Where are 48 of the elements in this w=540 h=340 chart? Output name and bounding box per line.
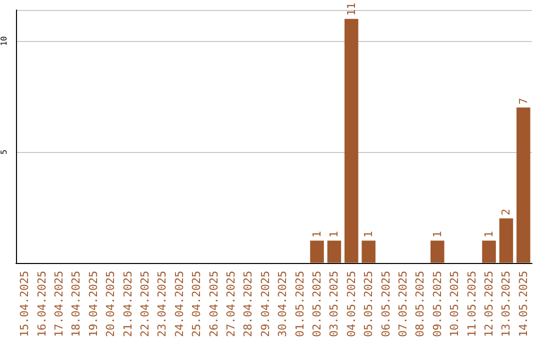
x-tick-label: 02.05.2025 [310,270,324,338]
x-tick-label: 13.05.2025 [500,270,513,338]
data-label: 7 [516,98,530,105]
x-tick-label: 29.04.2025 [258,270,272,338]
x-tick-label: 05.05.2025 [362,270,376,338]
x-tick-label: 11.05.2025 [465,270,478,338]
x-tick-label: 21.04.2025 [121,270,134,338]
data-label: 2 [500,208,513,216]
x-tick-label: 09.05.2025 [430,270,444,338]
x-tick-label: 26.04.2025 [207,270,220,338]
x-tick-label: 22.04.2025 [138,270,152,338]
x-tick-label: 10.05.2025 [448,270,462,338]
data-label: 1 [362,230,376,238]
x-tick-label: 24.04.2025 [172,270,186,338]
x-tick-label: 17.04.2025 [52,270,66,338]
y-tick-label: 5 [0,149,8,154]
x-tick-label: 06.05.2025 [379,270,392,338]
x-tick-label: 30.04.2025 [276,270,290,338]
x-tick-label: 23.04.2025 [156,270,169,338]
x-tick-label: 03.05.2025 [328,270,341,338]
x-tick-label: 20.04.2025 [104,270,118,338]
x-tick-label: 12.05.2025 [482,270,496,338]
x-tick-label: 04.05.2025 [344,270,358,338]
bar [516,108,530,263]
x-tick-label: 25.04.2025 [190,270,204,338]
bar [430,240,444,263]
x-tick-label: 01.05.2025 [293,270,306,338]
x-tick-label: 08.05.2025 [414,270,427,338]
data-label: 1 [430,230,444,238]
bar [344,18,358,263]
data-label: 1 [482,230,496,238]
x-tick-label: 18.04.2025 [70,270,83,338]
data-label: 11 [344,2,358,16]
x-tick-label: 07.05.2025 [396,270,410,338]
data-label: 1 [328,230,341,238]
data-label: 1 [310,230,324,238]
bar [482,240,496,263]
x-tick-label: 19.04.2025 [86,270,100,338]
bar [362,240,376,263]
bar [310,240,324,263]
x-tick-label: 28.04.2025 [242,270,255,338]
x-tick-label: 14.05.2025 [516,270,530,338]
x-tick-label: 16.04.2025 [35,270,48,338]
y-tick-label: 10 [0,36,8,46]
x-tick-label: 27.04.2025 [224,270,238,338]
bar [499,218,514,263]
x-tick-label: 15.04.2025 [18,270,32,338]
bar [327,240,342,263]
